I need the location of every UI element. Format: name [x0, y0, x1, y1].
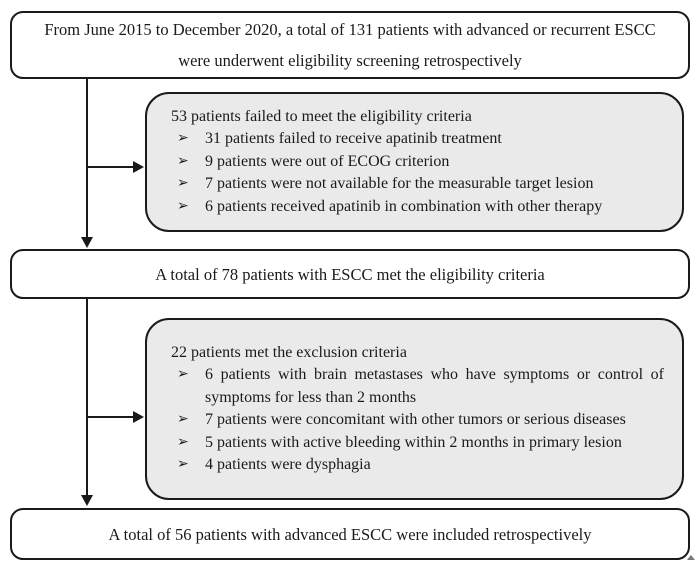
arrowhead-right-icon-1 [133, 161, 144, 173]
exclusion-criteria-list: ➢ 6 patients with brain metastases who h… [171, 364, 664, 477]
list-item: ➢ 6 patients with brain metastases who h… [171, 364, 664, 409]
arrowhead-bullet-icon: ➢ [177, 153, 189, 169]
list-item-text: 5 patients with active bleeding within 2… [205, 433, 622, 451]
arrowhead-bullet-icon: ➢ [177, 367, 189, 382]
connector-line-vertical-1 [86, 79, 88, 239]
list-item-text: 7 patients were not available for the me… [205, 175, 594, 193]
list-item-text: 6 patients with brain metastases who hav… [205, 366, 664, 406]
screening-box-text: From June 2015 to December 2020, a total… [44, 20, 656, 70]
list-item: ➢ 6 patients received apatinib in combin… [171, 196, 664, 219]
eligibility-failure-list: ➢ 31 patients failed to receive apatinib… [171, 128, 664, 218]
eligibility-met-box: A total of 78 patients with ESCC met the… [10, 249, 690, 299]
list-item-text: 7 patients were concomitant with other t… [205, 411, 626, 428]
list-item: ➢ 7 patients were concomitant with other… [171, 409, 664, 432]
screening-box: From June 2015 to December 2020, a total… [10, 11, 690, 79]
list-item-text: 6 patients received apatinib in combinat… [205, 197, 603, 215]
list-item: ➢ 7 patients were not available for the … [171, 173, 664, 196]
list-item-text: 31 patients failed to receive apatinib t… [205, 130, 502, 148]
eligibility-failure-header: 53 patients failed to meet the eligibili… [171, 107, 472, 125]
connector-line-vertical-2 [86, 299, 88, 497]
corner-artifact-mark [687, 555, 695, 560]
list-item: ➢ 9 patients were out of ECOG criterion [171, 151, 664, 174]
exclusion-criteria-box: 22 patients met the exclusion criteria ➢… [145, 318, 684, 500]
arrowhead-bullet-icon: ➢ [177, 412, 189, 427]
arrowhead-bullet-icon: ➢ [177, 457, 189, 472]
list-item: ➢ 4 patients were dysphagia [171, 454, 664, 477]
included-box: A total of 56 patients with advanced ESC… [10, 508, 690, 560]
arrowhead-down-icon-2 [81, 495, 93, 506]
exclusion-criteria-header: 22 patients met the exclusion criteria [171, 343, 407, 361]
connector-line-branch-1 [87, 166, 134, 168]
eligibility-failure-box: 53 patients failed to meet the eligibili… [145, 92, 684, 232]
connector-line-branch-2 [87, 416, 134, 418]
arrowhead-bullet-icon: ➢ [177, 176, 189, 192]
list-item-text: 9 patients were out of ECOG criterion [205, 152, 450, 170]
eligibility-met-box-text: A total of 78 patients with ESCC met the… [155, 264, 545, 284]
arrowhead-right-icon-2 [133, 411, 144, 423]
arrowhead-bullet-icon: ➢ [177, 198, 189, 214]
arrowhead-down-icon-1 [81, 237, 93, 248]
included-box-text: A total of 56 patients with advanced ESC… [108, 524, 592, 544]
arrowhead-bullet-icon: ➢ [177, 434, 189, 450]
list-item-text: 4 patients were dysphagia [205, 456, 371, 473]
arrowhead-bullet-icon: ➢ [177, 131, 189, 147]
list-item: ➢ 31 patients failed to receive apatinib… [171, 128, 664, 151]
list-item: ➢ 5 patients with active bleeding within… [171, 432, 664, 455]
